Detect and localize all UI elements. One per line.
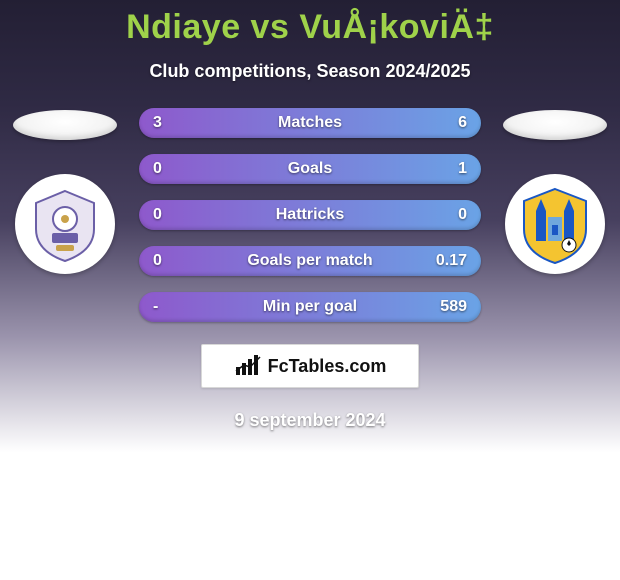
- stat-bars: 3 Matches 6 0 Goals 1 0 Hattricks 0 0 Goals per ma…: [122, 108, 498, 322]
- stat-right-value: 1: [458, 160, 467, 178]
- right-player-col: [498, 108, 612, 274]
- stat-label: Min per goal: [263, 298, 357, 316]
- brand-text: FcTables.com: [268, 356, 387, 377]
- date-line: 9 september 2024: [0, 410, 620, 431]
- stat-right-value: 0: [458, 206, 467, 224]
- stat-bar: - Min per goal 589: [139, 292, 481, 322]
- crest-left-icon: [22, 181, 108, 267]
- left-player-col: [8, 108, 122, 274]
- stat-label: Matches: [278, 114, 342, 132]
- subtitle: Club competitions, Season 2024/2025: [0, 61, 620, 82]
- right-club-crest: [505, 174, 605, 274]
- stat-bar: 0 Hattricks 0: [139, 200, 481, 230]
- stat-left-value: 3: [153, 114, 162, 132]
- stat-left-value: -: [153, 298, 158, 316]
- stat-right-value: 589: [440, 298, 467, 316]
- comparison-row: 3 Matches 6 0 Goals 1 0 Hattricks 0 0 Goals per ma…: [0, 108, 620, 322]
- stat-left-value: 0: [153, 252, 162, 270]
- brand-box[interactable]: FcTables.com: [201, 344, 419, 388]
- brand-chart-icon: [234, 355, 262, 377]
- stat-right-value: 6: [458, 114, 467, 132]
- left-player-portrait: [13, 110, 117, 140]
- stat-label: Hattricks: [276, 206, 344, 224]
- right-player-portrait: [503, 110, 607, 140]
- stat-label: Goals: [288, 160, 332, 178]
- stat-bar: 3 Matches 6: [139, 108, 481, 138]
- crest-right-icon: [512, 181, 598, 267]
- left-club-crest: [15, 174, 115, 274]
- stat-label: Goals per match: [247, 252, 372, 270]
- stat-left-value: 0: [153, 206, 162, 224]
- stat-right-value: 0.17: [436, 252, 467, 270]
- stat-bar: 0 Goals 1: [139, 154, 481, 184]
- stat-left-value: 0: [153, 160, 162, 178]
- stat-bar: 0 Goals per match 0.17: [139, 246, 481, 276]
- page-title: Ndiaye vs VuÅ¡koviÄ‡: [0, 0, 620, 47]
